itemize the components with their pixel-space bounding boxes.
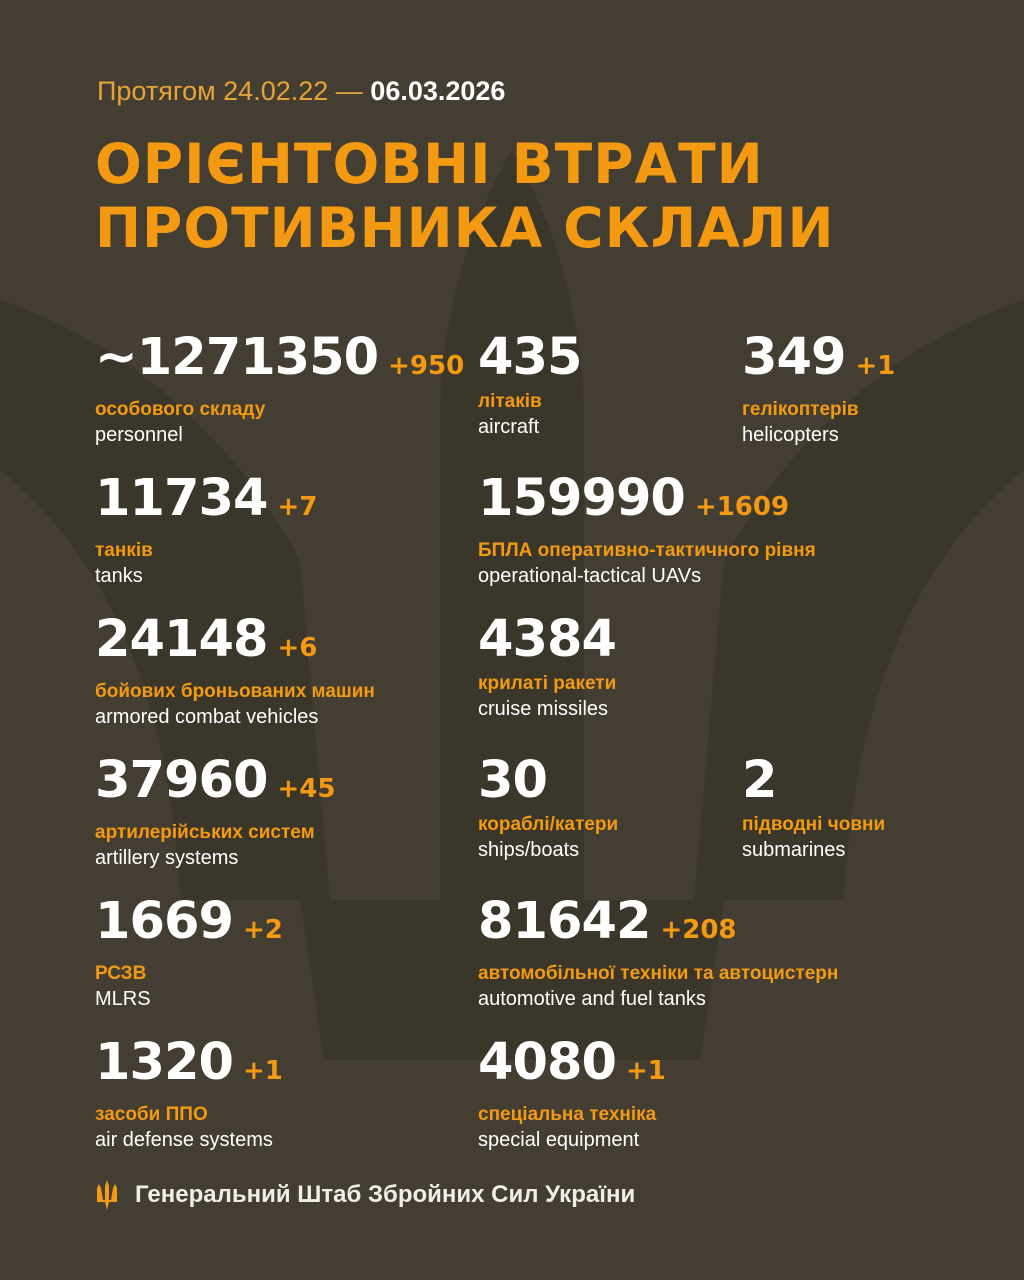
- value: 4384: [478, 610, 617, 669]
- stat-value: 4080 +1: [478, 1035, 666, 1099]
- delta: +1: [242, 1056, 283, 1086]
- stat-value: 30: [478, 753, 618, 809]
- stat-aircraft: 435 літаків aircraft: [478, 328, 582, 440]
- stat-helicopters: 349 +1 гелікоптерів helicopters: [742, 330, 895, 448]
- label-en: armored combat vehicles: [95, 706, 319, 728]
- label-en: special equipment: [478, 1129, 640, 1151]
- delta: +2: [242, 915, 283, 945]
- stat-tanks: 11734 +7 танків tanks: [95, 471, 317, 589]
- label-en: MLRS: [95, 988, 151, 1010]
- page-title: ОРІЄНТОВНІ ВТРАТИ ПРОТИВНИКА СКЛАЛИ: [95, 132, 835, 260]
- title-line-2: ПРОТИВНИКА СКЛАЛИ: [95, 196, 835, 260]
- stat-special-equipment: 4080 +1 спеціальна техніка special equipm…: [478, 1035, 666, 1153]
- stat-mlrs: 1669 +2 РСЗВ MLRS: [95, 894, 283, 1012]
- delta: +1: [855, 351, 896, 381]
- footer: Генеральний Штаб Збройних Сил України: [95, 1180, 635, 1210]
- stat-operational-tactical-uavs: 159990 +1609 БПЛА оперативно-тактичного р…: [478, 471, 816, 589]
- stat-value: 435: [478, 328, 582, 387]
- delta: +45: [277, 774, 336, 804]
- label-ua: засоби ППО: [95, 1104, 208, 1125]
- label-ua: БПЛА оперативно-тактичного рівня: [478, 540, 816, 561]
- stat-cruise-missiles: 4384 крилаті ракети cruise missiles: [478, 610, 617, 722]
- stat-value: 159990 +1609: [478, 471, 816, 535]
- label-en: cruise missiles: [478, 698, 609, 720]
- period-end: 06.03.2026: [370, 76, 506, 106]
- label-ua: підводні човни: [742, 814, 886, 835]
- value: 37960: [95, 751, 268, 810]
- footer-text: Генеральний Штаб Збройних Сил України: [135, 1181, 636, 1208]
- label-ua: бойових броньованих машин: [95, 681, 375, 702]
- stat-value: 2: [742, 753, 885, 809]
- value: 349: [742, 328, 846, 387]
- stat-value: 11734 +7: [95, 471, 317, 535]
- label-en: artillery systems: [95, 847, 239, 869]
- label-en: helicopters: [742, 424, 839, 446]
- delta: +7: [277, 492, 318, 522]
- value: 435: [478, 328, 582, 387]
- label-en: ships/boats: [478, 839, 580, 861]
- stat-personnel: ~1271350 +950 особового складу personnel: [95, 330, 464, 448]
- delta: +6: [277, 633, 318, 663]
- delta: +1609: [694, 492, 790, 522]
- stat-value: 81642 +208: [478, 894, 838, 958]
- value: ~1271350: [95, 328, 379, 387]
- label-ua: спеціальна техніка: [478, 1104, 657, 1125]
- label-ua: крилаті ракети: [478, 673, 617, 694]
- title-line-1: ОРІЄНТОВНІ ВТРАТИ: [95, 132, 764, 196]
- label-en: operational-tactical UAVs: [478, 565, 702, 587]
- value: 1669: [95, 892, 234, 951]
- stat-value: 349 +1: [742, 330, 895, 394]
- value: 4080: [478, 1033, 617, 1092]
- label-ua: особового складу: [95, 399, 266, 420]
- stat-artillery-systems: 37960 +45 артилерійських систем artillery…: [95, 753, 335, 871]
- stat-value: 1669 +2: [95, 894, 283, 958]
- delta: +1: [625, 1056, 666, 1086]
- value: 159990: [478, 469, 686, 528]
- stat-automotive-and-fuel-tanks: 81642 +208 автомобільної техніки та автоц…: [478, 894, 838, 1012]
- label-en: aircraft: [478, 416, 540, 438]
- stat-air-defense-systems: 1320 +1 засоби ППО air defense systems: [95, 1035, 283, 1153]
- label-en: tanks: [95, 565, 143, 587]
- value: 30: [478, 751, 548, 810]
- delta: +208: [660, 915, 737, 945]
- label-ua: літаків: [478, 391, 542, 412]
- stat-submarines: 2 підводні човни submarines: [742, 753, 885, 863]
- label-ua: кораблі/катери: [478, 814, 619, 835]
- value: 2: [742, 751, 777, 810]
- trident-icon: [97, 1180, 117, 1210]
- stat-armored-combat-vehicles: 24148 +6 бойових броньованих машин armore…: [95, 612, 375, 730]
- label-en: automotive and fuel tanks: [478, 988, 706, 1010]
- value: 24148: [95, 610, 268, 669]
- label-ua: танків: [95, 540, 153, 561]
- label-ua: РСЗВ: [95, 963, 147, 984]
- label-en: air defense systems: [95, 1129, 273, 1151]
- label-en: submarines: [742, 839, 846, 861]
- stat-value: 4384: [478, 610, 617, 669]
- value: 1320: [95, 1033, 234, 1092]
- period-start: Протягом 24.02.22 —: [97, 76, 363, 106]
- stat-value: ~1271350 +950: [95, 330, 464, 394]
- value: 81642: [478, 892, 651, 951]
- value: 11734: [95, 469, 268, 528]
- stat-value: 1320 +1: [95, 1035, 283, 1099]
- label-ua: артилерійських систем: [95, 822, 315, 843]
- label-ua: автомобільної техніки та автоцистерн: [478, 963, 839, 984]
- label-en: personnel: [95, 424, 183, 446]
- delta: +950: [388, 351, 465, 381]
- stat-ships-boats: 30 кораблі/катери ships/boats: [478, 753, 618, 863]
- stat-value: 24148 +6: [95, 612, 375, 676]
- label-ua: гелікоптерів: [742, 399, 859, 420]
- period: Протягом 24.02.22 — 06.03.2026: [97, 76, 505, 107]
- stat-value: 37960 +45: [95, 753, 335, 817]
